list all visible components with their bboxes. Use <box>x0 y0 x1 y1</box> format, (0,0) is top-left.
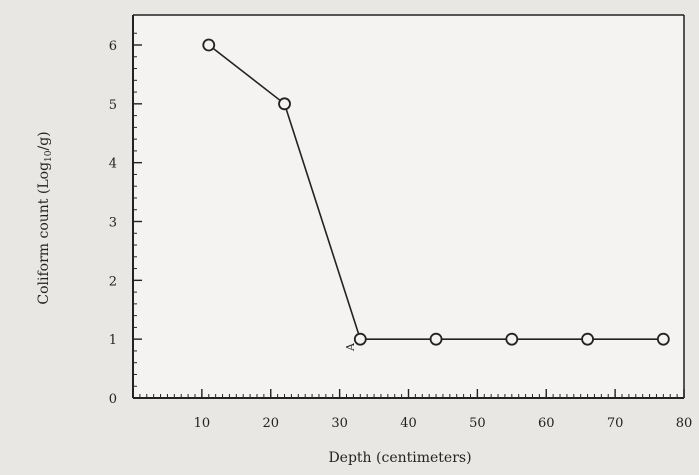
y-tick-label: 4 <box>109 157 117 172</box>
y-axis-title: Coliform count (Log10/g) <box>36 131 54 304</box>
data-point <box>505 332 519 346</box>
y-tick-label: 2 <box>109 274 117 289</box>
y-tick-label: 1 <box>109 333 117 348</box>
data-point <box>202 38 216 52</box>
series-markers <box>202 38 670 346</box>
data-point <box>429 332 443 346</box>
x-axis-title: Depth (centimeters) <box>328 450 471 466</box>
x-tick-label: 60 <box>538 416 555 431</box>
y-tick-label: 3 <box>109 216 117 231</box>
x-tick-label: 20 <box>262 416 279 431</box>
x-tick-label: 70 <box>607 416 624 431</box>
x-tick-label: 80 <box>676 416 693 431</box>
x-tick-label: 30 <box>331 416 348 431</box>
x-tick-label: 50 <box>469 416 486 431</box>
data-point <box>656 332 670 346</box>
data-point <box>278 97 291 111</box>
plot-area <box>133 15 684 398</box>
y-tick-label: 6 <box>109 39 117 54</box>
annotation-label: A <box>344 342 357 352</box>
y-axis-title-suffix: /g) <box>36 131 52 150</box>
tick-labels: 10 20 30 40 50 60 70 80 0 1 2 3 4 5 6 <box>109 39 693 431</box>
y-tick-label: 0 <box>109 392 117 407</box>
data-point <box>353 332 367 346</box>
x-tick-label: 10 <box>194 416 211 431</box>
data-point <box>581 332 594 346</box>
y-axis-title-main: Coliform count (Log <box>36 162 52 305</box>
axis-ticks <box>133 32 685 399</box>
x-tick-label: 40 <box>400 416 417 431</box>
y-tick-label: 5 <box>109 98 117 113</box>
y-axis-title-subscript: 10 <box>44 150 54 162</box>
